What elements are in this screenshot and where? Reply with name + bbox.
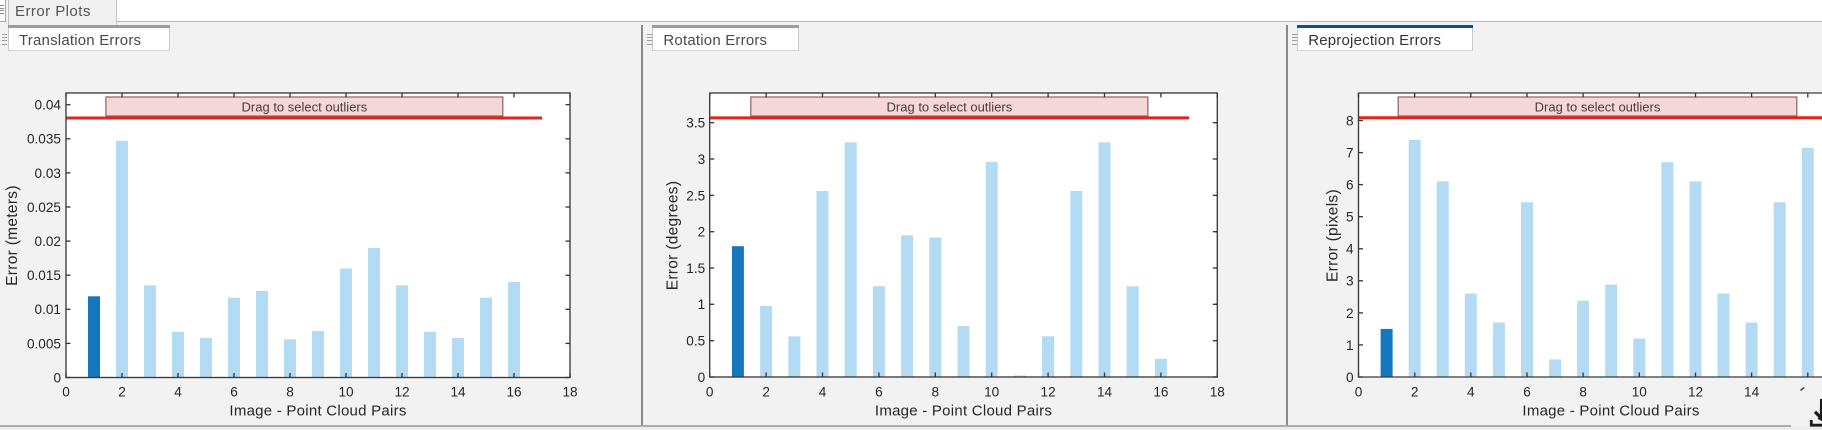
svg-text:2: 2: [698, 225, 706, 240]
svg-text:Drag to select outliers: Drag to select outliers: [1535, 100, 1661, 115]
svg-text:3: 3: [1346, 274, 1354, 289]
svg-text:Error (pixels): Error (pixels): [1325, 189, 1342, 282]
svg-text:12: 12: [394, 384, 409, 399]
svg-text:1: 1: [1346, 338, 1354, 353]
svg-text:0.03: 0.03: [35, 166, 61, 181]
svg-text:1: 1: [698, 297, 706, 312]
svg-text:0.5: 0.5: [686, 334, 705, 349]
svg-text:Image - Point Cloud Pairs: Image - Point Cloud Pairs: [229, 402, 406, 419]
svg-text:2: 2: [1411, 384, 1419, 399]
svg-text:0: 0: [698, 370, 706, 385]
svg-text:0: 0: [1346, 370, 1354, 385]
svg-text:12: 12: [1041, 384, 1056, 399]
svg-text:0: 0: [1355, 384, 1363, 399]
svg-text:6: 6: [1523, 384, 1531, 399]
svg-text:14: 14: [1097, 384, 1113, 399]
svg-text:0.035: 0.035: [27, 132, 61, 147]
svg-text:6: 6: [1346, 178, 1354, 193]
svg-text:16: 16: [506, 384, 521, 399]
svg-text:0: 0: [62, 384, 70, 399]
svg-text:1.5: 1.5: [686, 261, 705, 276]
svg-text:4: 4: [1467, 384, 1475, 399]
svg-text:4: 4: [174, 384, 182, 399]
svg-text:3: 3: [698, 152, 706, 167]
svg-text:0.01: 0.01: [35, 302, 61, 317]
svg-text:2: 2: [762, 384, 770, 399]
svg-text:0.005: 0.005: [27, 336, 61, 351]
svg-text:8: 8: [1346, 113, 1354, 128]
svg-text:7: 7: [1346, 146, 1354, 161]
svg-text:10: 10: [1632, 384, 1648, 399]
svg-text:0: 0: [53, 370, 61, 385]
svg-text:10: 10: [984, 384, 1000, 399]
svg-text:Error (meters): Error (meters): [4, 185, 21, 286]
svg-text:0.02: 0.02: [35, 234, 61, 249]
svg-text:8: 8: [286, 384, 294, 399]
svg-text:5: 5: [1346, 210, 1354, 225]
svg-text:2: 2: [1346, 306, 1354, 321]
svg-text:Drag to select outliers: Drag to select outliers: [887, 100, 1013, 115]
svg-text:4: 4: [1346, 242, 1354, 257]
svg-text:0.015: 0.015: [27, 268, 61, 283]
svg-text:0.025: 0.025: [27, 200, 61, 215]
svg-text:Drag to select outliers: Drag to select outliers: [242, 100, 368, 115]
svg-text:18: 18: [562, 384, 577, 399]
svg-text:8: 8: [1579, 384, 1587, 399]
svg-text:10: 10: [338, 384, 354, 399]
svg-text:8: 8: [932, 384, 940, 399]
svg-text:Image - Point Cloud Pairs: Image - Point Cloud Pairs: [875, 402, 1052, 419]
svg-text:Error (degrees): Error (degrees): [665, 181, 682, 291]
svg-text:4: 4: [819, 384, 827, 399]
svg-text:Image - Point Cloud Pairs: Image - Point Cloud Pairs: [1522, 402, 1699, 419]
svg-text:18: 18: [1210, 384, 1225, 399]
svg-text:0: 0: [706, 384, 714, 399]
svg-text:6: 6: [230, 384, 238, 399]
svg-text:2: 2: [118, 384, 126, 399]
svg-text:0.04: 0.04: [35, 98, 62, 113]
svg-text:3.5: 3.5: [686, 116, 705, 131]
svg-text:6: 6: [875, 384, 883, 399]
svg-text:16: 16: [1153, 384, 1168, 399]
svg-text:14: 14: [1744, 384, 1760, 399]
svg-text:14: 14: [450, 384, 466, 399]
svg-text:2.5: 2.5: [686, 188, 705, 203]
svg-text:12: 12: [1688, 384, 1703, 399]
